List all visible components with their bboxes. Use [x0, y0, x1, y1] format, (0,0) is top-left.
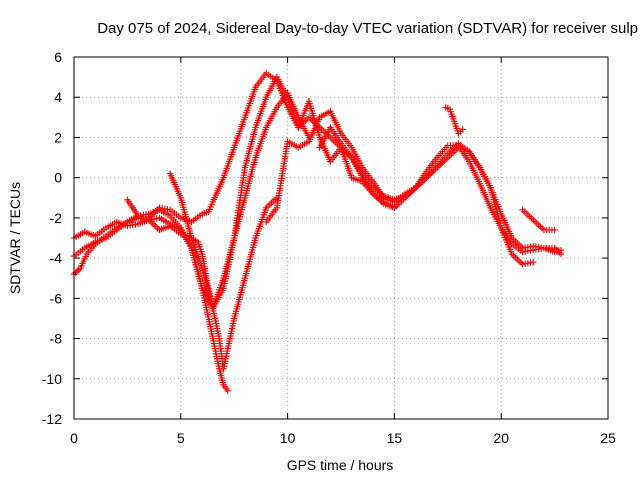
y-tick-label: -4 [50, 250, 63, 266]
y-tick-label: -6 [50, 290, 63, 306]
y-tick-label: 2 [54, 129, 62, 145]
data-point [530, 258, 537, 266]
y-tick-label: -8 [50, 331, 63, 347]
x-tick-label: 25 [600, 430, 616, 446]
x-axis-label: GPS time / hours [287, 457, 394, 473]
y-tick-label: -2 [50, 210, 63, 226]
chart-title: Day 075 of 2024, Sidereal Day-to-day VTE… [97, 20, 638, 37]
y-tick-label: 0 [54, 170, 62, 186]
series-arc-8 [519, 206, 558, 234]
tick-labels: 0 5 10 15 20 25 -12 -10 -8 -6 -4 -2 0 2 4 6 [42, 49, 616, 446]
series-arc-9 [442, 104, 466, 137]
ticks-layer [73, 56, 609, 420]
data-point [551, 226, 558, 234]
x-tick-label: 10 [280, 430, 296, 446]
data-point [224, 387, 231, 395]
y-tick-label: -10 [42, 371, 62, 387]
data-point [74, 267, 81, 275]
y-tick-label: 4 [54, 89, 62, 105]
x-tick-label: 15 [387, 430, 403, 446]
data-point [459, 126, 466, 133]
series-arc-7 [316, 124, 565, 256]
x-tick-label: 5 [177, 430, 185, 446]
marks-layer [70, 69, 565, 395]
x-tick-label: 20 [493, 430, 509, 446]
x-tick-label: 0 [70, 430, 78, 446]
y-tick-label: -12 [42, 411, 62, 427]
y-tick-label: 6 [54, 49, 62, 65]
data-point [557, 246, 565, 254]
y-axis-label: SDTVAR / TECUs [7, 182, 23, 294]
data-point [72, 269, 79, 276]
plot-frame [73, 56, 609, 420]
grid-layer [74, 57, 608, 419]
series-arc-4 [124, 69, 398, 226]
